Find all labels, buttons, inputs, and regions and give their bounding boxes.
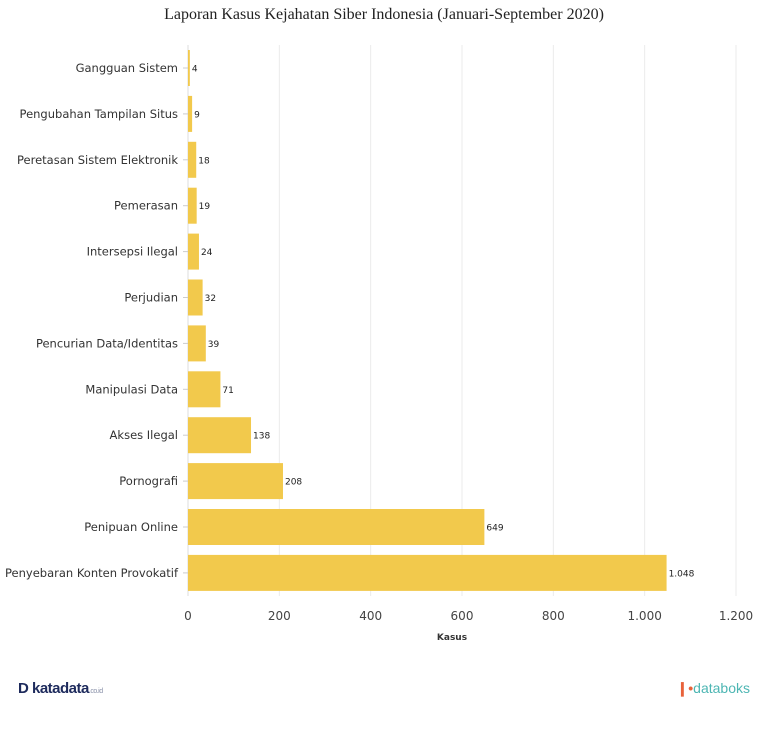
bar xyxy=(188,417,252,454)
y-tick-label: Perjudian xyxy=(124,291,178,305)
x-tick-label: 200 xyxy=(268,609,291,623)
x-tick-label: 1.200 xyxy=(719,609,753,623)
data-label: 208 xyxy=(285,478,302,488)
x-tick-label: 0 xyxy=(184,609,192,623)
bar-chart: 0 200 400 600 800 1.000 1.200 Gangguan Sistem 4 P… xyxy=(5,45,753,643)
data-label: 9 xyxy=(194,110,200,120)
y-tick-label: Akses Ilegal xyxy=(110,428,178,442)
data-label: 19 xyxy=(199,202,211,212)
y-tick-label: Intersepsi Ilegal xyxy=(87,245,178,259)
data-label: 71 xyxy=(222,386,233,396)
bar xyxy=(188,233,199,270)
bar xyxy=(188,509,485,545)
data-label: 4 xyxy=(192,65,198,75)
bar xyxy=(188,463,283,500)
x-tick-label: 400 xyxy=(359,609,382,623)
data-label: 39 xyxy=(208,340,220,350)
y-tick-label: Penyebaran Konten Provokatif xyxy=(5,566,179,580)
y-tick-label: Pornografi xyxy=(119,474,178,488)
x-axis-label: Kasus xyxy=(437,633,467,643)
bar xyxy=(188,95,193,132)
x-tick-label: 1.000 xyxy=(627,609,661,623)
y-tick-label: Gangguan Sistem xyxy=(76,61,178,75)
bar xyxy=(188,554,667,591)
y-tick-label: Pencurian Data/Identitas xyxy=(36,336,178,350)
bar xyxy=(188,279,203,316)
bar xyxy=(188,371,221,408)
bar xyxy=(188,325,206,362)
data-label: 32 xyxy=(205,294,216,304)
y-tick-label: Manipulasi Data xyxy=(85,382,178,396)
y-tick-label: Penipuan Online xyxy=(84,520,178,534)
databoks-logo: ❙•databoks xyxy=(676,680,750,696)
data-label: 649 xyxy=(486,524,503,534)
chart-title: Laporan Kasus Kejahatan Siber Indonesia … xyxy=(164,6,604,23)
bar xyxy=(188,187,197,224)
x-tick-label: 800 xyxy=(542,609,565,623)
katadata-logo: D katadata.co.id xyxy=(18,680,103,697)
y-tick-label: Peretasan Sistem Elektronik xyxy=(17,153,178,167)
data-label: 138 xyxy=(253,432,270,442)
bar xyxy=(188,50,190,86)
data-label: 18 xyxy=(198,156,210,166)
x-tick-label: 600 xyxy=(451,609,474,623)
data-label: 24 xyxy=(201,248,213,258)
data-label: 1.048 xyxy=(669,569,695,579)
y-tick-label: Pengubahan Tampilan Situs xyxy=(20,107,178,121)
bar xyxy=(188,141,197,178)
y-tick-label: Pemerasan xyxy=(114,199,178,213)
